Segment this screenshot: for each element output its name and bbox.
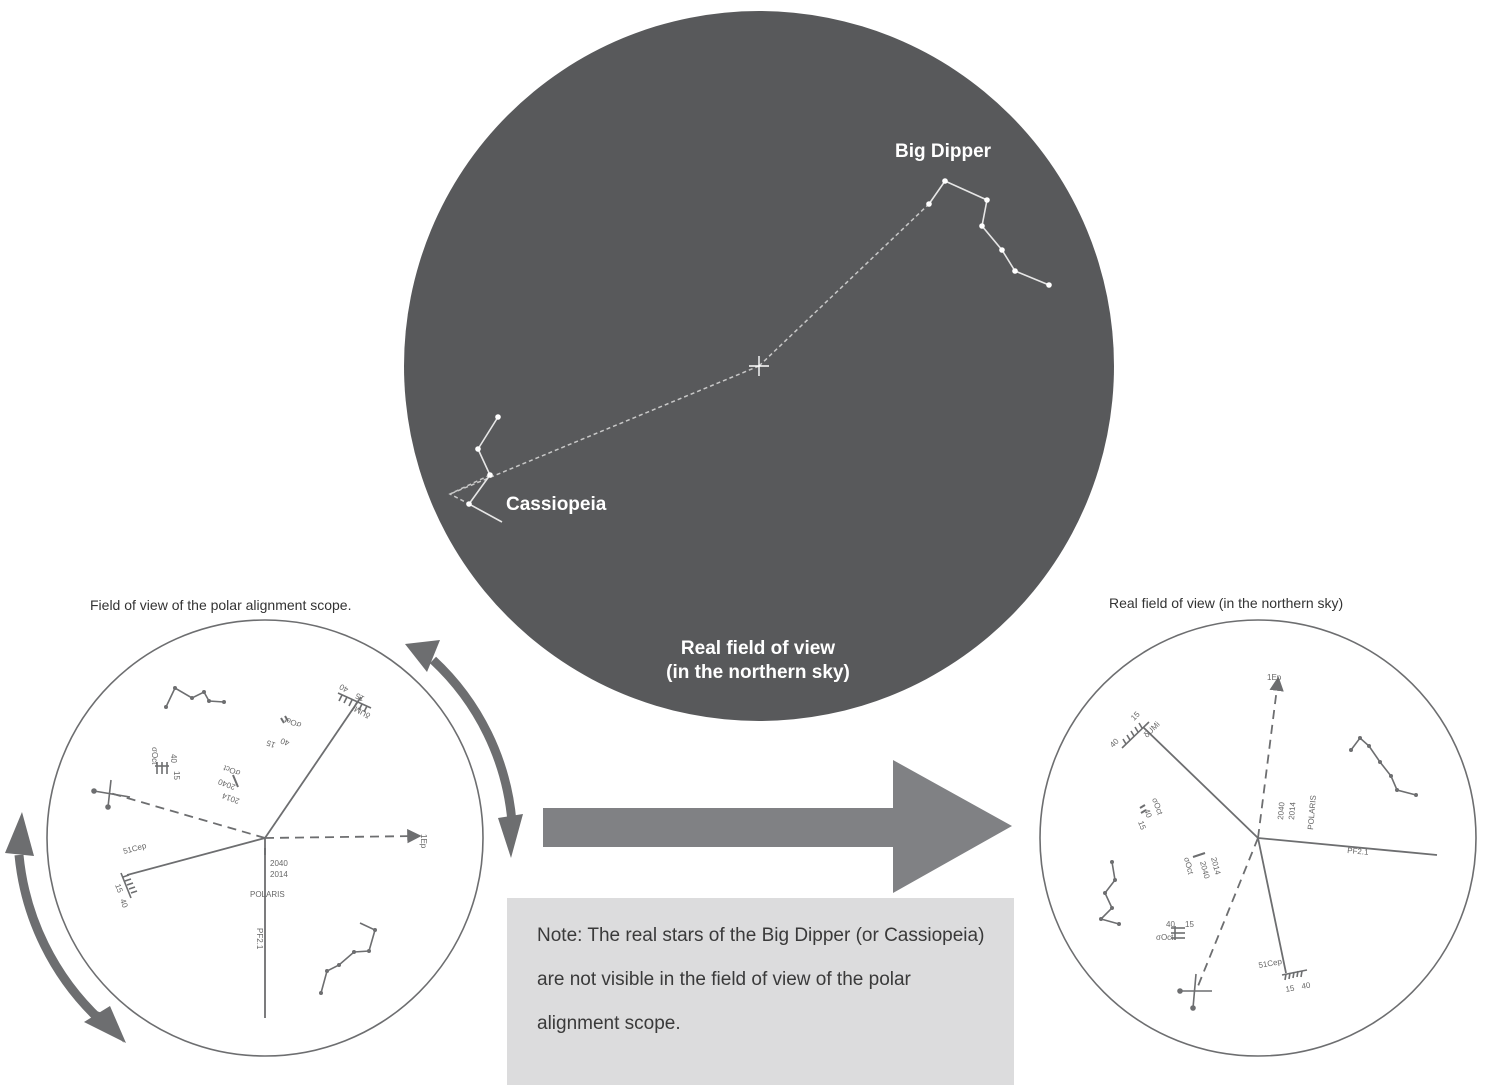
real-sky-view: Big Dipper Cassiopeia Real field of view… [404,11,1114,721]
label-40: 40 [279,736,291,748]
scale-comb-umi [1121,721,1150,749]
label-40: 40 [1142,808,1154,820]
right-scope-caption: Real field of view (in the northern sky) [1109,595,1344,611]
reticle-pattern-octans [1177,973,1212,1011]
label-15: 15 [113,883,125,895]
label-polaris: POLARIS [250,890,285,899]
note-box: Note: The real stars of the Big Dipper (… [507,898,1014,1085]
star [1046,282,1052,288]
star [495,414,501,420]
label-polaris: POLARIS [1306,795,1318,830]
label-2014: 2014 [270,870,288,879]
label-15: 15 [1285,983,1296,994]
label-2040: 2040 [1276,801,1287,820]
star [1012,268,1018,274]
label-cep: 51Cep [1258,957,1283,970]
star [984,197,990,203]
star [999,247,1005,253]
label-2040: 2040 [270,859,288,868]
scale-small-2 [232,715,289,855]
scale-comb-umi [337,692,372,713]
guide-line-cassiopeia-tip [448,474,491,505]
transition-arrow [543,760,1012,893]
scale-small-oct [1171,926,1185,940]
star [487,472,493,478]
spoke-dashed-arrow [1257,676,1284,839]
rotate-arrow-bottom [5,812,126,1043]
spoke [126,837,266,876]
label-ep: 1Ep [419,834,428,849]
spoke-dashed [109,792,266,839]
label-40: 40 [118,898,130,910]
scale-small-2 [1139,804,1206,858]
big-dipper-constellation [926,178,1052,288]
label-15: 15 [172,771,181,780]
star [475,446,481,452]
reticle-pattern-big-dipper [164,686,226,709]
cassiopeia-constellation [466,414,503,523]
label-ep: 1Ep [1267,673,1282,682]
spoke [1257,837,1287,974]
label-15: 15 [1136,820,1148,832]
star [942,178,948,184]
left-scope-reticle: 2040 2014 POLARIS PF2.1 1Ep δUMi 15 40 5… [46,619,484,1057]
label-40: 40 [169,754,178,763]
rotate-arrow-top [405,640,523,858]
left-scope-caption: Field of view of the polar alignment sco… [90,597,352,613]
scale-comb-cep [1281,969,1308,981]
label-sigma-oct: σOct [150,747,159,765]
star [926,201,932,207]
spoke [1257,837,1438,856]
label-pf: PF2.1 [255,928,264,950]
spoke-dashed-arrow [264,828,422,844]
star [466,501,472,507]
reticle-pattern-octans [91,779,131,810]
reticle-pattern-cassiopeia [319,922,377,995]
spoke-dashed [1195,837,1259,992]
label-40: 40 [1301,980,1312,991]
big-dipper-label: Big Dipper [895,141,992,162]
label-pf: PF2.1 [1347,846,1370,857]
scale-comb-cep [120,872,138,899]
label-2014: 2014 [1287,801,1298,820]
spoke [264,696,362,839]
star [979,223,985,229]
right-scope-reticle: 2040 2014 POLARIS PF2.1 1Ep δUMi 15 40 5… [1039,619,1477,1057]
cassiopeia-label: Cassiopeia [506,494,607,515]
scale-small-oct [155,762,169,774]
label-15: 15 [1185,920,1194,929]
sky-caption-line2: (in the northern sky) [666,662,850,683]
label-sigma-oct: σOct [1156,933,1174,942]
reticle-pattern-big-dipper [1349,736,1418,797]
celestial-pole-crosshair [749,356,769,376]
sky-caption-line1: Real field of view [681,638,835,659]
reticle-pattern-cassiopeia [1099,860,1121,926]
label-15: 15 [265,738,277,750]
spoke [1142,726,1259,839]
note-text: Note: The real stars of the Big Dipper (… [537,925,985,1034]
label-40: 40 [1166,920,1175,929]
